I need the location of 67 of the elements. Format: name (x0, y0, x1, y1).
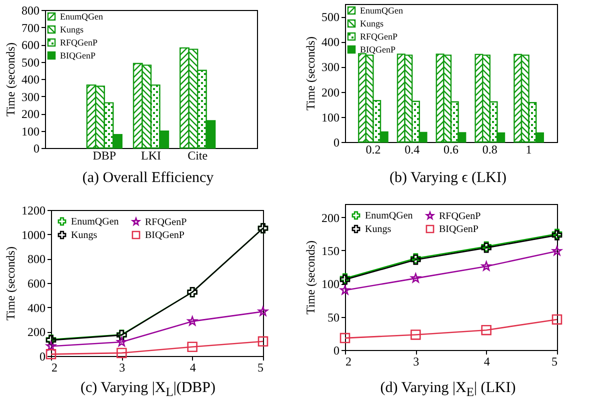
legend-label: RFQGenP (439, 210, 482, 222)
y-tick-label: 600 (28, 276, 46, 290)
y-tick-label: 800 (28, 252, 46, 266)
y-tick-label: 0 (334, 136, 340, 150)
text: (b) Varying ϵ (LKI) (388, 170, 508, 187)
legend-label: Kungs (60, 24, 84, 34)
legend-label: Kungs (360, 18, 384, 28)
y-tick-label: 400 (22, 72, 40, 86)
x-tick-label: 0.8 (482, 142, 498, 156)
y-tick-label: 200 (322, 210, 340, 225)
legend-label: EnumQGen (60, 12, 104, 22)
y-tick-label: 300 (22, 90, 40, 104)
x-tick-label: 0.4 (404, 142, 420, 156)
y-tick-label: 50 (328, 310, 340, 324)
y-tick-label: 150 (322, 244, 340, 258)
y-tick-label: 1200 (22, 204, 46, 218)
x-tick-label: 2 (52, 360, 58, 374)
y-tick-label: 400 (322, 35, 340, 50)
text: (d) Varying |X$_{E}$| (LKI) (379, 380, 517, 400)
text: (a) Overall Efficiency (81, 170, 215, 187)
y-tick-label: 600 (22, 38, 40, 52)
y-tick-label: 300 (322, 60, 340, 74)
x-tick-label: LKI (141, 148, 161, 162)
legend-label: Kungs (365, 224, 392, 235)
legend-label: RFQGenP (360, 32, 398, 42)
legend-label: BIQGenP (145, 230, 185, 241)
legend-label: Kungs (71, 230, 98, 241)
y-tick-label: 0 (334, 344, 340, 358)
y-tick-label: 0 (34, 142, 40, 156)
y-tick-label: 100 (22, 124, 40, 138)
y-tick-label: 200 (28, 325, 46, 340)
y-tick-label: 500 (22, 55, 40, 70)
x-tick-label: 3 (119, 360, 126, 374)
text: (c) Varying |X$_{L}$|(DBP) (79, 380, 217, 400)
y-tick-label: 400 (28, 300, 46, 315)
legend-label: EnumQGen (71, 216, 119, 228)
y-tick-label: 100 (322, 277, 340, 292)
y-tick-label: 500 (322, 10, 340, 24)
x-tick-label: 0.2 (366, 142, 381, 156)
legend-label: RFQGenP (60, 38, 98, 48)
x-tick-label: 5 (258, 360, 264, 374)
y-axis-title: Time (seconds) (304, 36, 318, 110)
legend-label: EnumQGen (365, 210, 413, 222)
y-tick-label: 800 (22, 4, 40, 18)
y-tick-label: 100 (322, 110, 340, 124)
y-axis-title: Time (seconds) (4, 42, 18, 116)
x-tick-label: DBP (92, 148, 116, 162)
x-tick-label: 3 (413, 354, 420, 368)
x-tick-label: 1 (526, 142, 532, 156)
x-tick-label: Cite (188, 148, 208, 162)
y-axis-title: Time (seconds) (4, 246, 18, 320)
legend-label: BIQGenP (439, 224, 479, 235)
legend-label: BIQGenP (60, 50, 96, 60)
x-tick-label: 0.6 (444, 142, 458, 156)
x-tick-label: 5 (552, 354, 558, 368)
y-tick-label: 1000 (22, 228, 46, 242)
legend-label: BIQGenP (360, 44, 396, 54)
x-tick-label: 4 (190, 360, 196, 374)
x-tick-label: 4 (484, 354, 490, 368)
y-tick-label: 200 (322, 85, 340, 100)
y-axis-title: Time (seconds) (304, 240, 318, 314)
x-tick-label: 2 (346, 354, 352, 368)
y-tick-label: 700 (22, 20, 40, 35)
legend-label: RFQGenP (145, 216, 188, 228)
y-tick-label: 200 (22, 107, 40, 121)
legend-label: EnumQGen (360, 6, 404, 16)
y-tick-label: 0 (40, 350, 46, 364)
